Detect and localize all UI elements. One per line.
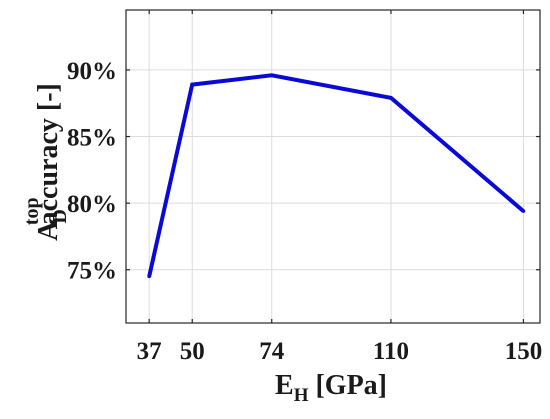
- y-axis-label-rest: accuracy [-]: [33, 83, 64, 225]
- x-tick-label: 50: [180, 338, 205, 365]
- y-axis-label-main: A: [33, 220, 64, 241]
- y-tick-label: 80%: [67, 191, 117, 218]
- data-point: [190, 82, 195, 87]
- plot-frame: [125, 9, 541, 324]
- y-tick-labels: 75% 80% 85% 90%: [67, 58, 117, 285]
- y-tick-label: 90%: [67, 58, 117, 85]
- x-axis-label: EH [GPa]: [275, 370, 387, 406]
- data-point: [147, 274, 151, 279]
- x-axis-label-sub: H: [294, 385, 309, 406]
- x-tick-label: 74: [259, 338, 285, 365]
- data-point: [269, 73, 274, 78]
- x-tick-label: 150: [505, 338, 543, 365]
- y-axis-label-sup: top: [21, 197, 43, 225]
- series-lines: [147, 73, 526, 279]
- axis-ticks: [126, 10, 540, 323]
- data-point: [521, 209, 526, 213]
- y-axis-label-sub: D: [49, 209, 71, 223]
- y-tick-label: 85%: [67, 125, 117, 152]
- data-point: [389, 96, 393, 100]
- grid-lines: [126, 10, 540, 323]
- y-axis-label: ADtopaccuracy [-]: [21, 83, 71, 241]
- plot-background: [126, 10, 540, 323]
- x-tick-label: 110: [373, 338, 409, 365]
- x-tick-labels: 37 50 74 110 150: [137, 338, 543, 365]
- x-axis-label-main: E: [275, 370, 294, 401]
- y-tick-label: 75%: [67, 258, 117, 285]
- x-tick-label: 37: [137, 338, 162, 365]
- x-axis-label-rest: [GPa]: [308, 370, 387, 401]
